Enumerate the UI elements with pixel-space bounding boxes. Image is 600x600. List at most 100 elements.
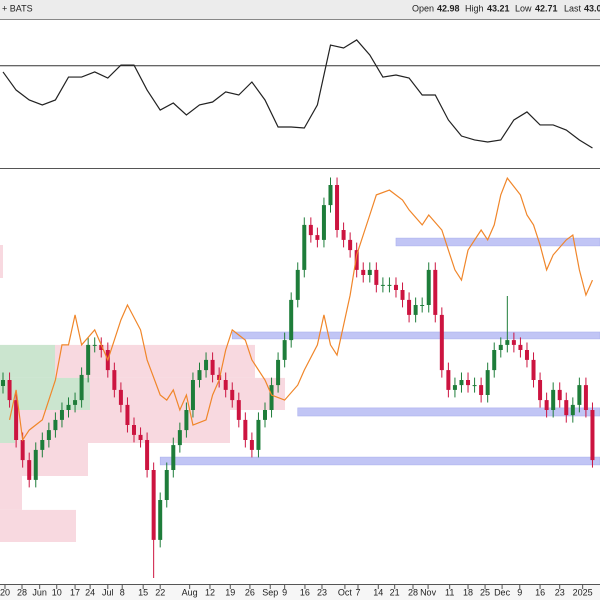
candle-body xyxy=(538,380,543,401)
candle-body xyxy=(387,284,392,286)
candle-body xyxy=(400,290,405,300)
candle-body xyxy=(511,340,516,345)
candle-body xyxy=(118,389,123,405)
overlay-line xyxy=(8,176,594,442)
candle-body xyxy=(33,449,38,480)
header-label: Open xyxy=(412,3,434,13)
candle-body xyxy=(531,359,536,380)
candle-body xyxy=(158,500,163,540)
x-tick-label: Oct xyxy=(338,587,353,597)
candle-body xyxy=(151,470,156,540)
candle-body xyxy=(27,460,32,480)
volume-profile-down xyxy=(0,509,76,542)
x-tick-label: 11 xyxy=(445,587,454,597)
candle-body xyxy=(190,380,195,410)
candle-body xyxy=(321,205,326,240)
candle-body xyxy=(413,305,418,315)
x-tick-label: 16 xyxy=(300,587,310,597)
price-zone xyxy=(395,237,600,247)
candle-body xyxy=(86,344,91,375)
candle-body xyxy=(1,380,6,386)
candle-body xyxy=(99,344,104,350)
candle-body xyxy=(230,389,235,401)
candle-body xyxy=(341,230,346,240)
header-bar xyxy=(0,0,600,19)
x-tick-label: 15 xyxy=(138,587,148,597)
candle-body xyxy=(243,419,248,440)
candle-body xyxy=(446,370,451,390)
candle-body xyxy=(308,224,313,236)
candle-body xyxy=(393,284,398,290)
header-value: 42.71 xyxy=(535,3,558,13)
candle-body xyxy=(289,299,294,341)
candle-body xyxy=(335,185,340,230)
x-tick-label: 9 xyxy=(282,587,287,597)
candle-body xyxy=(315,235,320,240)
candle-body xyxy=(570,404,575,416)
volume-profile-down xyxy=(0,476,22,510)
candle-body xyxy=(256,419,261,450)
candle-body xyxy=(184,410,189,431)
candle-body xyxy=(269,385,274,410)
header-value: 43.0 xyxy=(584,3,600,13)
candle-body xyxy=(518,344,523,350)
x-tick-label: 10 xyxy=(52,587,62,597)
x-tick-label: 17 xyxy=(70,587,80,597)
candle-body xyxy=(485,370,490,395)
header-value: 42.98 xyxy=(437,3,460,13)
candle-body xyxy=(544,400,549,410)
x-tick-label: Sep xyxy=(262,587,278,597)
candle-body xyxy=(367,269,372,275)
x-tick-label: 20 xyxy=(0,587,10,597)
candle-body xyxy=(53,419,58,431)
candle-body xyxy=(79,374,84,401)
indicator-line xyxy=(2,39,593,149)
candle-body xyxy=(302,224,307,270)
candle-body xyxy=(92,344,97,346)
candle-body xyxy=(20,440,25,461)
x-tick-label: 28 xyxy=(17,587,27,597)
candle-body xyxy=(407,299,412,315)
candle-body xyxy=(452,385,457,390)
x-tick-label: 23 xyxy=(317,587,327,597)
candle-body xyxy=(40,440,45,450)
x-tick-label: Jun xyxy=(32,587,47,597)
x-tick-label: 23 xyxy=(555,587,565,597)
x-tick-label: Nov xyxy=(420,587,437,597)
candle-body xyxy=(374,269,379,285)
candle-body xyxy=(132,425,137,435)
candle-body xyxy=(551,389,556,410)
candle-body xyxy=(361,269,366,275)
price-zone xyxy=(231,331,600,340)
candle-body xyxy=(426,269,431,305)
volume-profile-up xyxy=(0,410,15,443)
x-tick-label: 22 xyxy=(155,587,165,597)
x-tick-label: 25 xyxy=(480,587,490,597)
candle-body xyxy=(524,350,529,360)
candle-body xyxy=(479,385,484,395)
candle-body xyxy=(73,400,78,405)
candle-body xyxy=(498,344,503,350)
candle-body xyxy=(7,380,12,401)
x-tick-label: 12 xyxy=(205,587,215,597)
candle-body xyxy=(282,340,287,360)
candle-body xyxy=(557,389,562,401)
candle-body xyxy=(164,470,169,500)
header-value: 43.21 xyxy=(487,3,510,13)
candle-body xyxy=(348,239,353,251)
x-tick-label: 28 xyxy=(408,587,418,597)
candle-body xyxy=(492,350,497,371)
candle-body xyxy=(210,359,215,375)
x-tick-label: 19 xyxy=(225,587,235,597)
candle-body xyxy=(590,410,595,461)
x-tick-label: 21 xyxy=(390,587,400,597)
x-tick-label: Dec xyxy=(494,587,511,597)
candle-body xyxy=(433,269,438,315)
candle-body xyxy=(276,359,281,386)
x-tick-label: 2025 xyxy=(573,587,593,597)
candle-body xyxy=(46,430,51,440)
candle-body xyxy=(236,400,241,420)
candle-body xyxy=(380,284,385,286)
volume-profile-up xyxy=(0,344,55,378)
